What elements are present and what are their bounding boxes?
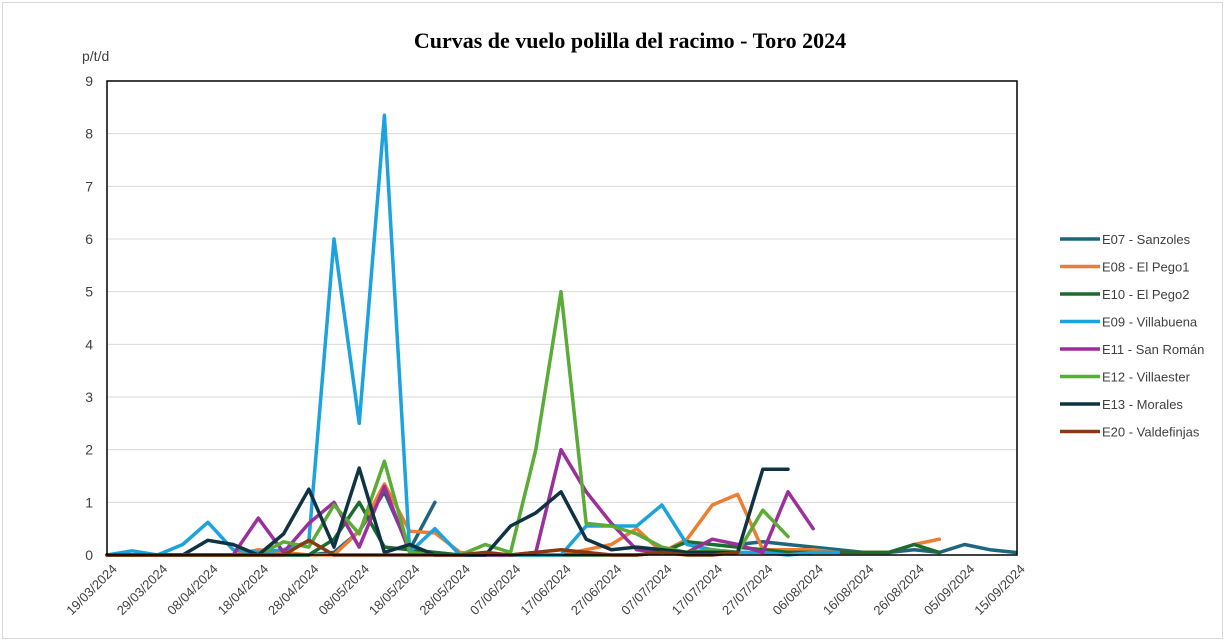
series-lines [105,113,1017,557]
x-tick-label: 07/07/2024 [618,561,675,618]
y-axis-label: p/t/d [82,48,110,64]
x-tick-label: 27/06/2024 [568,561,625,618]
x-tick-label: 17/07/2024 [669,561,726,618]
legend-label: E20 - Valdefinjas [1102,425,1200,440]
legend-item: E10 - El Pego2 [1060,287,1189,302]
legend-label: E11 - San Román [1102,342,1204,357]
x-axis-ticks: 19/03/202429/03/202408/04/202418/04/2024… [63,561,1028,618]
legend: E07 - Sanzoles E08 - El Pego1 E10 - El Peg… [1060,232,1204,440]
y-tick-label: 7 [85,178,93,194]
x-tick-label: 18/05/2024 [366,561,423,618]
legend-label: E12 - Villaester [1102,370,1191,385]
x-tick-label: 16/08/2024 [820,561,877,618]
y-tick-label: 6 [85,231,93,247]
x-tick-label: 28/05/2024 [416,561,473,618]
x-tick-label: 26/08/2024 [870,561,927,618]
x-tick-label: 06/08/2024 [770,561,827,618]
x-tick-label: 15/09/2024 [971,561,1028,618]
legend-item: E13 - Morales [1060,397,1183,412]
y-tick-label: 4 [85,336,93,352]
y-tick-label: 8 [85,126,93,142]
legend-item: E20 - Valdefinjas [1060,425,1200,440]
x-tick-label: 28/04/2024 [265,561,322,618]
x-tick-label: 29/03/2024 [114,561,171,618]
legend-label: E07 - Sanzoles [1102,232,1191,247]
gridlines [107,133,1017,503]
y-tick-label: 1 [85,494,93,510]
legend-item: E12 - Villaester [1060,370,1191,385]
chart-title: Curvas de vuelo polilla del racimo - Tor… [413,28,847,53]
x-tick-label: 05/09/2024 [921,561,978,618]
series-line-e12 [105,289,790,557]
y-tick-label: 0 [85,547,93,563]
legend-label: E10 - El Pego2 [1102,287,1189,302]
plot-area [106,80,1018,556]
x-tick-label: 27/07/2024 [719,561,776,618]
legend-item: E08 - El Pego1 [1060,260,1189,275]
y-tick-label: 9 [85,73,93,89]
x-tick-label: 19/03/2024 [63,561,120,618]
legend-item: E09 - Villabuena [1060,315,1198,330]
series-line-e09 [105,113,841,557]
x-tick-label: 07/06/2024 [467,561,524,618]
legend-item: E07 - Sanzoles [1060,232,1191,247]
y-tick-label: 2 [85,442,93,458]
legend-label: E08 - El Pego1 [1102,260,1189,275]
y-tick-label: 3 [85,389,93,405]
legend-item: E11 - San Román [1060,342,1204,357]
y-tick-label: 5 [85,284,93,300]
x-tick-label: 18/04/2024 [215,561,272,618]
series-line-e07 [105,490,1017,557]
legend-label: E09 - Villabuena [1102,315,1198,330]
x-tick-label: 17/06/2024 [517,561,574,618]
legend-label: E13 - Morales [1102,397,1183,412]
x-tick-label: 08/05/2024 [316,561,373,618]
y-axis-ticks: 0 1 2 3 4 5 6 7 8 9 [85,73,93,563]
x-tick-label: 08/04/2024 [164,561,221,618]
